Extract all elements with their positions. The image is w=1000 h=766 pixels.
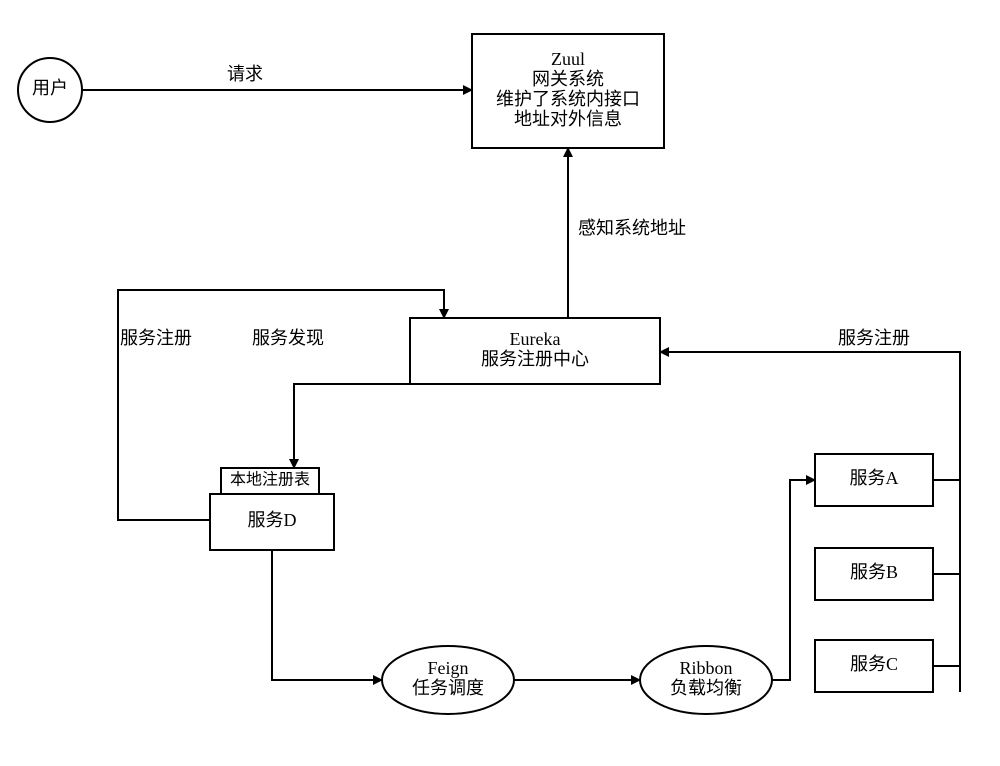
edge-label-services_to_eureka_register: 服务注册 [838, 328, 910, 348]
svg-text:Eureka: Eureka [510, 329, 561, 349]
svg-text:服务A: 服务A [850, 468, 899, 488]
svg-text:本地注册表: 本地注册表 [230, 471, 310, 489]
svg-text:任务调度: 任务调度 [412, 678, 484, 698]
node-user: 用户 [18, 58, 82, 122]
svg-text:Zuul: Zuul [551, 49, 585, 69]
node-service_b: 服务B [815, 548, 933, 600]
svg-text:地址对外信息: 地址对外信息 [514, 109, 622, 129]
node-zuul: Zuul网关系统维护了系统内接口地址对外信息 [472, 34, 664, 148]
svg-text:Ribbon: Ribbon [679, 658, 732, 678]
edge-label-user_to_zuul: 请求 [227, 64, 263, 84]
svg-text:维护了系统内接口: 维护了系统内接口 [496, 89, 640, 109]
svg-text:服务C: 服务C [850, 654, 898, 674]
edge-label-eureka_to_zuul: 感知系统地址 [578, 218, 686, 238]
edge-services_to_eureka_register [660, 352, 960, 454]
node-local_registry: 本地注册表 [221, 468, 319, 494]
svg-text:Feign: Feign [427, 658, 468, 678]
architecture-diagram: 用户 Zuul网关系统维护了系统内接口地址对外信息 Eureka服务注册中心本地注册… [0, 0, 1000, 766]
node-service_d: 服务D [210, 494, 334, 550]
svg-text:服务D: 服务D [248, 510, 297, 530]
node-service_c: 服务C [815, 640, 933, 692]
edge-service_d_to_feign [272, 550, 382, 680]
edge-label-service_d_to_eureka_register: 服务注册 [120, 328, 192, 348]
node-feign: Feign任务调度 [382, 646, 514, 714]
svg-text:服务B: 服务B [850, 562, 898, 582]
svg-text:网关系统: 网关系统 [532, 69, 604, 89]
node-ribbon: Ribbon负载均衡 [640, 646, 772, 714]
svg-text:负载均衡: 负载均衡 [670, 678, 742, 698]
node-service_a: 服务A [815, 454, 933, 506]
edge-label-eureka_to_service_d_discover: 服务发现 [252, 328, 324, 348]
edge-eureka_to_service_d_discover [294, 384, 444, 468]
edge-ribbon_to_service_a [772, 480, 815, 680]
node-eureka: Eureka服务注册中心 [410, 318, 660, 384]
svg-text:服务注册中心: 服务注册中心 [481, 349, 589, 369]
svg-text:用户: 用户 [32, 78, 68, 98]
